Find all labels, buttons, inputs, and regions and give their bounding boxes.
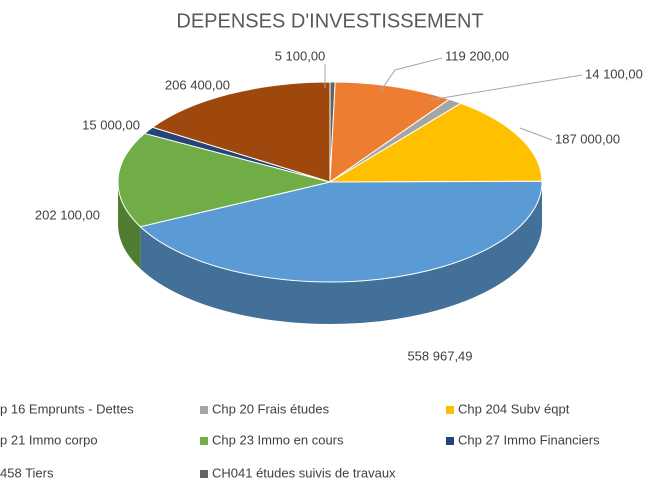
data-label: 14 100,00 [585,66,643,81]
legend-label: CH041 études suivis de travaux [212,465,396,480]
data-label: 558 967,49 [407,348,472,363]
legend-swatch [200,470,208,478]
legend-label: Chp 20 Frais études [212,401,330,416]
leader-line [519,127,553,141]
data-label: 202 100,00 [35,207,100,222]
data-label: 187 000,00 [555,131,620,146]
data-label: 5 100,00 [275,48,326,63]
data-label: 206 400,00 [165,77,230,92]
slice [117,132,331,228]
legend-label: p 21 Immo corpo [0,432,98,447]
data-label: 119 200,00 [445,48,509,63]
legend-swatch [200,406,208,414]
legend-label: Chp 204 Subv éqpt [458,401,570,416]
legend-label: Chp 23 Immo en cours [212,432,344,447]
chart-title: DEPENSES D'INVESTISSEMENT [176,10,483,32]
legend-swatch [446,437,454,445]
legend-label: Chp 27 Immo Financiers [458,432,600,447]
slice-side [140,182,542,324]
slice [328,102,543,183]
slice [151,81,331,183]
legend-label: 458 Tiers [0,465,54,480]
data-label: 15 000,00 [82,117,140,132]
slice [139,180,543,283]
legend-swatch [446,406,454,414]
leader-line [429,74,583,101]
legend-swatch [200,437,208,445]
leader-line [379,57,443,93]
slice-side [118,182,141,269]
legend-label: p 16 Emprunts - Dettes [0,401,134,416]
